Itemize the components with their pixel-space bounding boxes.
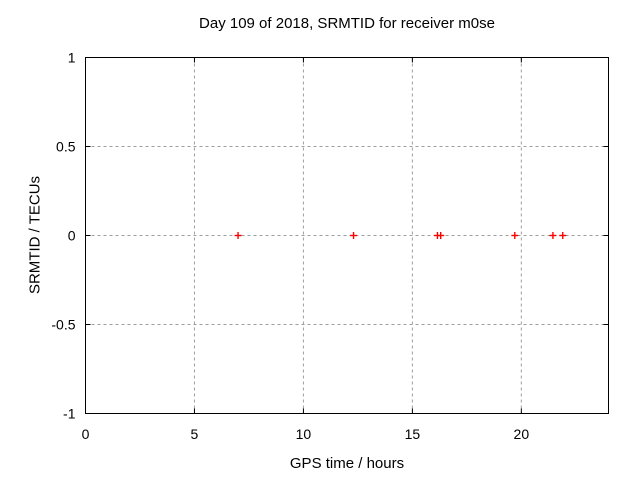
x-tick-label: 0 <box>82 426 90 442</box>
chart-title: Day 109 of 2018, SRMTID for receiver m0s… <box>199 15 495 32</box>
plot-border <box>85 57 609 414</box>
data-point <box>549 232 557 239</box>
y-tick-label: 0 <box>68 228 76 244</box>
y-tick-label: 1 <box>68 50 76 66</box>
x-tick-label: 20 <box>514 426 530 442</box>
data-point <box>511 232 519 239</box>
x-axis-label: GPS time / hours <box>289 455 405 472</box>
x-tick-label: 5 <box>191 426 199 442</box>
y-tick-label: -0.5 <box>51 317 75 333</box>
data-point <box>559 232 567 239</box>
x-tick-label: 10 <box>296 426 312 442</box>
series-plus <box>234 232 567 239</box>
y-tick-label: 0.5 <box>56 139 76 155</box>
data-point <box>350 232 358 239</box>
x-tick-label: 15 <box>405 426 421 442</box>
data-point <box>234 232 242 239</box>
y-tick-label: -1 <box>63 406 76 422</box>
y-axis-label: SRMTID / TECUs <box>26 175 44 295</box>
data-point <box>437 232 445 239</box>
